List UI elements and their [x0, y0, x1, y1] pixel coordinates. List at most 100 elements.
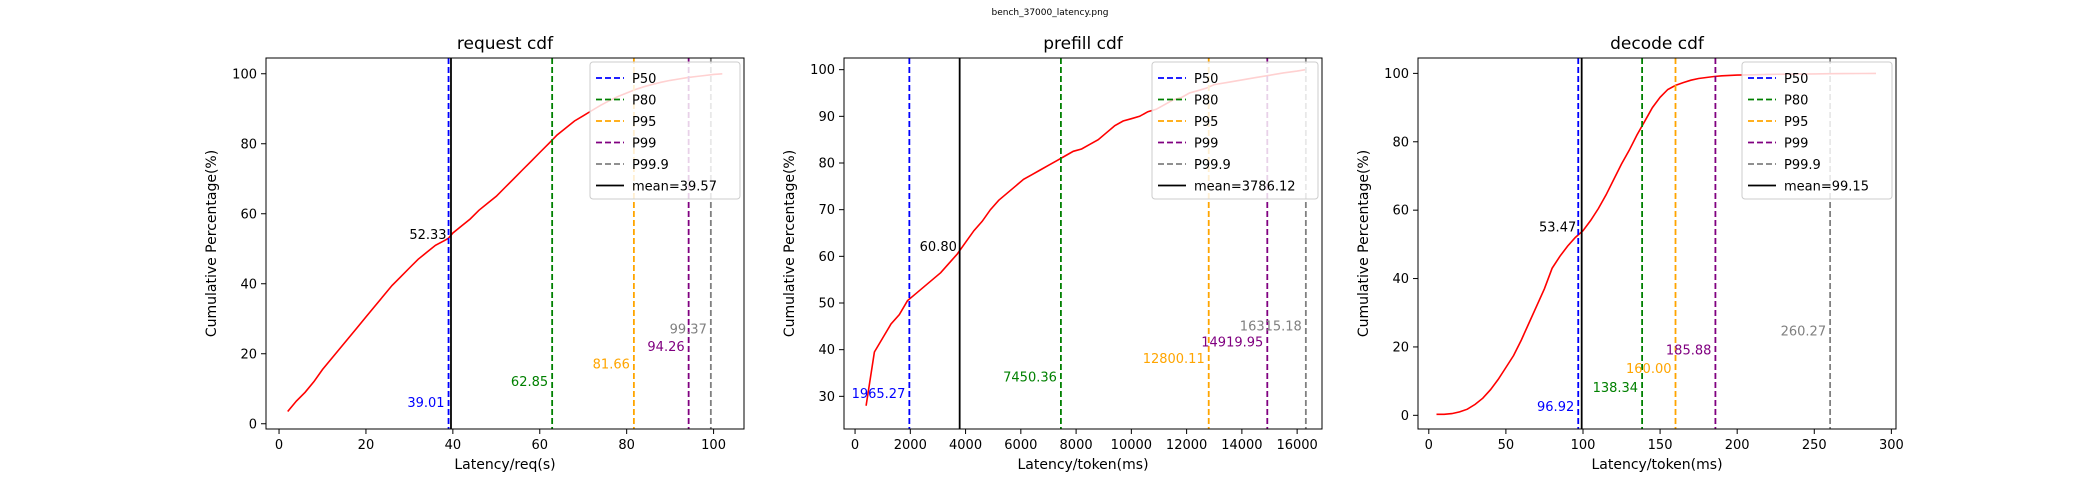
- percentile-value-label: 1965.27: [852, 387, 906, 402]
- y-tick-label: 50: [818, 297, 835, 312]
- percentile-value-label: 81.66: [593, 357, 630, 372]
- x-tick-label: 12000: [1166, 438, 1207, 453]
- chart-panel-1: 39.01 62.85 81.66 94.26 99.37 52.33 0 20 40 60 80 1…: [204, 34, 745, 473]
- percentile-value-label: 160.00: [1626, 362, 1672, 377]
- x-tick-label: 250: [1802, 438, 1827, 453]
- x-tick-label: 6000: [1004, 438, 1037, 453]
- y-tick-label: 60: [818, 250, 835, 265]
- y-tick-label: 0: [249, 417, 257, 432]
- percentile-value-label: 96.92: [1537, 400, 1574, 415]
- legend-entry-label: P80: [632, 94, 656, 109]
- legend-entry-label: P99: [632, 137, 656, 152]
- y-tick-label: 100: [1384, 67, 1409, 82]
- legend-box: [1151, 61, 1319, 200]
- x-tick-label: 200: [1725, 438, 1750, 453]
- percentile-value-label: 185.88: [1666, 343, 1712, 358]
- x-tick-label: 10000: [1111, 438, 1152, 453]
- x-tick-label: 50: [1498, 438, 1515, 453]
- x-axis-label: Latency/token(ms): [1017, 457, 1148, 473]
- x-tick-label: 300: [1879, 438, 1904, 453]
- legend-entry-label: P80: [1784, 94, 1808, 109]
- y-tick-label: 30: [818, 390, 835, 405]
- legend-entry-label: P99.9: [1194, 158, 1231, 173]
- x-tick-label: 0: [1425, 438, 1433, 453]
- legend-box: [589, 61, 741, 200]
- chart-title: prefill cdf: [1043, 34, 1124, 54]
- y-axis-label: Cumulative Percentage(%): [204, 150, 220, 337]
- y-tick-label: 100: [810, 63, 835, 78]
- y-tick-label: 20: [240, 347, 257, 362]
- x-tick-label: 60: [531, 438, 548, 453]
- y-tick-label: 60: [1392, 204, 1409, 219]
- legend-entry-label: mean=99.15: [1784, 180, 1869, 195]
- x-tick-label: 2000: [894, 438, 927, 453]
- x-tick-label: 20: [358, 438, 375, 453]
- x-axis-label: Latency/token(ms): [1591, 457, 1722, 473]
- percentile-value-label: 7450.36: [1003, 371, 1057, 386]
- y-tick-label: 90: [818, 110, 835, 125]
- legend: P50 P80 P95 P99 P99.9 mean=99.15: [1741, 61, 1893, 200]
- y-tick-label: 40: [240, 277, 257, 292]
- x-tick-label: 16000: [1276, 438, 1317, 453]
- legend-entry-label: P50: [1194, 72, 1218, 87]
- percentile-value-label: 138.34: [1593, 381, 1639, 396]
- legend-entry-label: mean=3786.12: [1194, 180, 1296, 195]
- x-tick-label: 150: [1648, 438, 1673, 453]
- mean-annotation: 53.47: [1539, 220, 1576, 235]
- axes-frame: [843, 57, 1323, 430]
- percentile-value-label: 14919.95: [1201, 336, 1263, 351]
- y-tick-label: 80: [818, 157, 835, 172]
- y-tick-label: 70: [818, 203, 835, 218]
- legend-entry-label: P99: [1194, 137, 1218, 152]
- percentile-value-label: 62.85: [511, 375, 548, 390]
- x-tick-label: 0: [851, 438, 859, 453]
- percentile-value-label: 12800.11: [1143, 352, 1205, 367]
- legend-entry-label: P80: [1194, 94, 1218, 109]
- legend-entry-label: P50: [632, 72, 656, 87]
- x-tick-label: 80: [618, 438, 635, 453]
- x-tick-label: 14000: [1221, 438, 1262, 453]
- legend-entry-label: P99: [1784, 137, 1808, 152]
- legend: P50 P80 P95 P99 P99.9 mean=3786.12: [1151, 61, 1319, 200]
- legend-entry-label: P99.9: [1784, 158, 1821, 173]
- axes-frame: [265, 57, 745, 430]
- legend-entry-label: P50: [1784, 72, 1808, 87]
- chart-panel-3: 96.92 138.34 160.00 185.88 260.27 53.47 0 50 100…: [1356, 34, 1904, 473]
- y-axis-label: Cumulative Percentage(%): [782, 150, 798, 337]
- mean-annotation: 60.80: [920, 240, 957, 255]
- y-tick-label: 40: [818, 343, 835, 358]
- percentile-value-label: 39.01: [407, 396, 444, 411]
- y-tick-label: 100: [232, 67, 257, 82]
- percentile-value-label: 99.37: [670, 322, 707, 337]
- legend-entry-label: P95: [1194, 115, 1218, 130]
- x-tick-label: 8000: [1060, 438, 1093, 453]
- legend-entry-label: P99.9: [632, 158, 669, 173]
- x-axis-label: Latency/req(s): [454, 457, 555, 473]
- percentile-value-label: 94.26: [647, 340, 684, 355]
- chart-title: decode cdf: [1610, 34, 1705, 54]
- y-axis-label: Cumulative Percentage(%): [1356, 150, 1372, 337]
- percentile-value-label: 16315.18: [1240, 319, 1302, 334]
- figure-title: bench_37000_latency.png: [991, 8, 1109, 18]
- x-tick-label: 100: [701, 438, 726, 453]
- legend-entry-label: mean=39.57: [632, 180, 717, 195]
- y-tick-label: 20: [1392, 340, 1409, 355]
- chart-title: request cdf: [457, 34, 554, 54]
- x-tick-label: 100: [1571, 438, 1596, 453]
- y-tick-label: 0: [1401, 409, 1409, 424]
- y-tick-label: 60: [240, 207, 257, 222]
- mean-annotation: 52.33: [409, 228, 446, 243]
- legend: P50 P80 P95 P99 P99.9 mean=39.57: [589, 61, 741, 200]
- y-tick-label: 80: [240, 137, 257, 152]
- axes-frame: [1417, 57, 1897, 430]
- x-tick-label: 40: [445, 438, 462, 453]
- percentile-value-label: 260.27: [1781, 325, 1827, 340]
- legend-entry-label: P95: [1784, 115, 1808, 130]
- y-tick-label: 40: [1392, 272, 1409, 287]
- x-tick-label: 0: [275, 438, 283, 453]
- y-tick-label: 80: [1392, 135, 1409, 150]
- legend-box: [1741, 61, 1893, 200]
- legend-entry-label: P95: [632, 115, 656, 130]
